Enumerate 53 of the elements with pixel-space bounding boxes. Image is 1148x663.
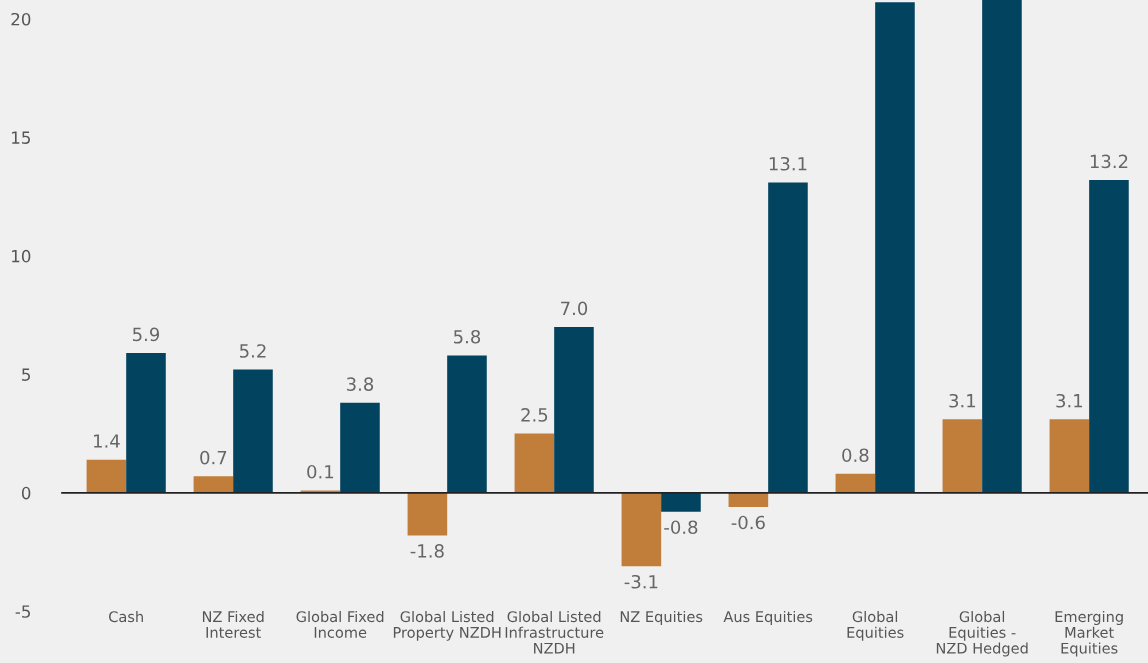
data-label: 13.1 bbox=[769, 156, 807, 171]
data-label: 7.0 bbox=[561, 301, 588, 316]
x-tick-label: NZ Equities bbox=[620, 610, 703, 625]
bar bbox=[728, 492, 769, 508]
bar bbox=[768, 182, 808, 493]
data-label: 1.4 bbox=[94, 434, 120, 448]
data-label: 3.1 bbox=[1056, 393, 1083, 408]
bar bbox=[875, 2, 915, 493]
y-tick-label: 20 bbox=[11, 12, 31, 26]
data-label: 5.2 bbox=[240, 344, 266, 358]
bar bbox=[1089, 180, 1129, 493]
y-tick-label: 10 bbox=[12, 249, 31, 263]
y-tick-label: 5 bbox=[22, 368, 30, 381]
x-tick-label: Global Fixed Income bbox=[296, 610, 384, 638]
x-tick-label: NZ Fixed Interest bbox=[202, 610, 264, 638]
bar bbox=[661, 492, 701, 512]
bar bbox=[447, 355, 487, 493]
bar bbox=[233, 369, 273, 493]
x-tick-label: Global Listed Infrastructure NZDH bbox=[505, 610, 604, 654]
bar bbox=[835, 473, 876, 493]
data-label: 0.8 bbox=[842, 448, 869, 463]
x-tick-label: Global Equities - NZD Hedged bbox=[936, 610, 1028, 657]
data-label: 3.8 bbox=[347, 377, 374, 391]
data-label: 5.8 bbox=[454, 329, 481, 344]
bar bbox=[982, 0, 1022, 493]
data-label: -1.8 bbox=[410, 544, 444, 558]
x-tick-label: Emerging Market Equities bbox=[1055, 610, 1123, 657]
bar bbox=[407, 492, 448, 536]
data-label: 3.1 bbox=[949, 393, 976, 408]
bar bbox=[86, 459, 127, 493]
data-label: 2.5 bbox=[521, 408, 548, 422]
bar bbox=[514, 433, 555, 493]
data-label: -0.8 bbox=[664, 520, 698, 535]
data-label: 13.2 bbox=[1090, 154, 1128, 169]
bar bbox=[193, 476, 234, 493]
bar bbox=[621, 492, 662, 567]
bar bbox=[942, 419, 983, 493]
y-tick-label: 15 bbox=[12, 131, 30, 144]
y-tick-label: -5 bbox=[15, 605, 30, 618]
bar bbox=[340, 402, 380, 493]
y-tick-label: 0 bbox=[21, 486, 31, 500]
bar bbox=[1049, 419, 1090, 493]
x-tick-label: Global Listed Property NZDH bbox=[393, 610, 501, 641]
data-label: 5.9 bbox=[133, 327, 160, 342]
x-tick-label: Global Equities bbox=[847, 610, 904, 641]
x-tick-label: Aus Equities bbox=[723, 610, 813, 625]
data-label: 0.7 bbox=[200, 450, 227, 465]
data-label: 0.1 bbox=[307, 464, 334, 479]
data-label: -3.1 bbox=[624, 574, 658, 589]
bar bbox=[554, 326, 594, 493]
x-tick-label: Cash bbox=[109, 610, 143, 623]
data-label: -0.6 bbox=[731, 515, 765, 530]
bar bbox=[126, 353, 166, 493]
